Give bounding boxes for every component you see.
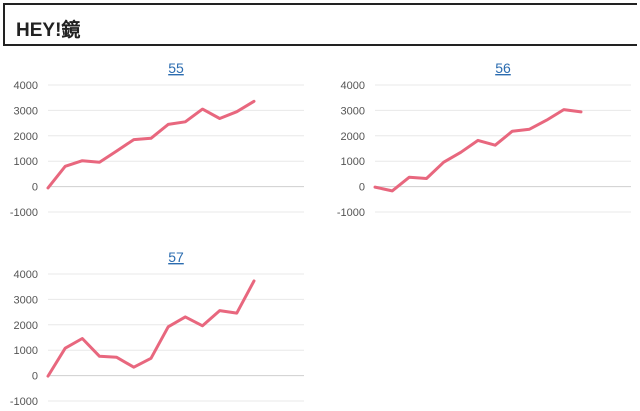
chart-panel-56: 56 4000 3000 2000 1000 0 -1000 xyxy=(327,55,637,219)
y-tick-label: 4000 xyxy=(341,80,365,92)
line-chart-56: 56 4000 3000 2000 1000 0 -1000 xyxy=(337,60,631,219)
chart-panel-57: 57 4000 3000 2000 1000 0 -1000 xyxy=(0,244,310,408)
page-header: HEY!鏡 xyxy=(3,3,637,46)
y-tick-label: 2000 xyxy=(341,131,365,143)
y-tick-label: 4000 xyxy=(14,269,38,281)
y-tick-label: 1000 xyxy=(14,156,38,168)
y-tick-label: 2000 xyxy=(14,320,38,332)
y-tick-label: 3000 xyxy=(341,105,365,117)
y-tick-label: 0 xyxy=(32,182,38,194)
chart-title-link[interactable]: 55 xyxy=(168,60,184,76)
page-title: HEY!鏡 xyxy=(16,20,81,41)
line-chart-55: 55 4000 3000 2000 1000 0 -1000 xyxy=(10,60,304,219)
chart-title-link[interactable]: 57 xyxy=(168,249,184,265)
y-tick-label: 1000 xyxy=(341,156,365,168)
y-tick-label: 4000 xyxy=(14,80,38,92)
y-tick-label: 0 xyxy=(359,182,365,194)
y-tick-label: 3000 xyxy=(14,294,38,306)
y-tick-label: -1000 xyxy=(337,207,365,219)
y-tick-label: -1000 xyxy=(10,207,38,219)
chart-panel-55: 55 4000 3000 2000 1000 0 -1000 xyxy=(0,55,310,219)
series-line xyxy=(373,108,583,193)
y-tick-label: -1000 xyxy=(10,396,38,408)
y-tick-label: 0 xyxy=(32,371,38,383)
series-line xyxy=(46,99,256,190)
y-tick-label: 3000 xyxy=(14,105,38,117)
line-chart-57: 57 4000 3000 2000 1000 0 -1000 xyxy=(10,249,304,408)
series-line xyxy=(46,279,256,378)
y-tick-label: 1000 xyxy=(14,345,38,357)
y-tick-label: 2000 xyxy=(14,131,38,143)
chart-title-link[interactable]: 56 xyxy=(495,60,511,76)
